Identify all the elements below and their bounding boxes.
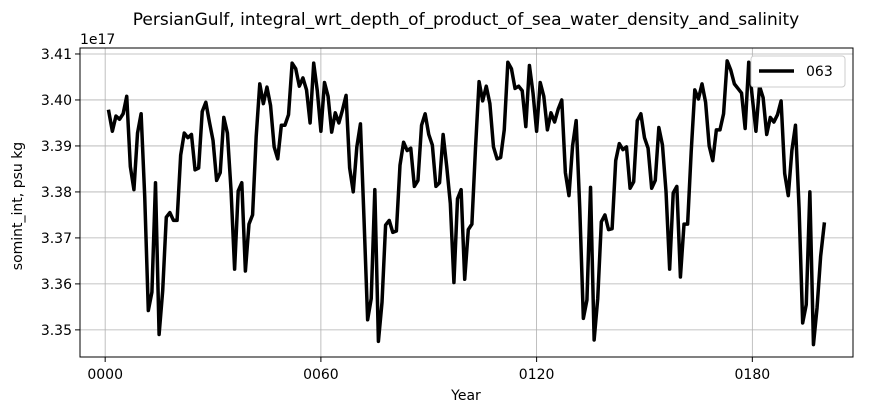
x-tick-label: 0120 bbox=[519, 367, 555, 383]
y-tick-label: 3.36 bbox=[41, 277, 72, 293]
plot-frame bbox=[79, 47, 854, 358]
series-layer bbox=[106, 59, 827, 347]
y-tick-label: 3.35 bbox=[41, 323, 72, 339]
grid-lines bbox=[80, 48, 853, 357]
y-tick-label: 3.40 bbox=[41, 93, 72, 109]
y-tick-label: 3.37 bbox=[41, 231, 72, 247]
y-tick-label: 3.41 bbox=[41, 47, 72, 63]
legend-box bbox=[750, 55, 846, 88]
x-tick-label: 0180 bbox=[735, 367, 771, 383]
legend: 063 bbox=[750, 55, 846, 88]
x-tick-label: 0000 bbox=[87, 367, 123, 383]
y-offset-label: 1e17 bbox=[80, 32, 115, 48]
chart-title: PersianGulf, integral_wrt_depth_of_produ… bbox=[133, 10, 800, 30]
x-axis-label: Year bbox=[450, 388, 481, 404]
y-axis-label: somint_int, psu kg bbox=[10, 142, 26, 270]
y-tick-label: 3.39 bbox=[41, 139, 72, 155]
series-line-063 bbox=[106, 59, 827, 347]
x-tick-label: 0060 bbox=[303, 367, 339, 383]
legend-label-063: 063 bbox=[806, 64, 833, 80]
y-axis: 3.35 3.36 3.37 3.38 3.39 3.40 3.41 bbox=[41, 47, 80, 339]
x-axis: 0000 0060 0120 0180 bbox=[87, 357, 770, 383]
y-tick-label: 3.38 bbox=[41, 185, 72, 201]
